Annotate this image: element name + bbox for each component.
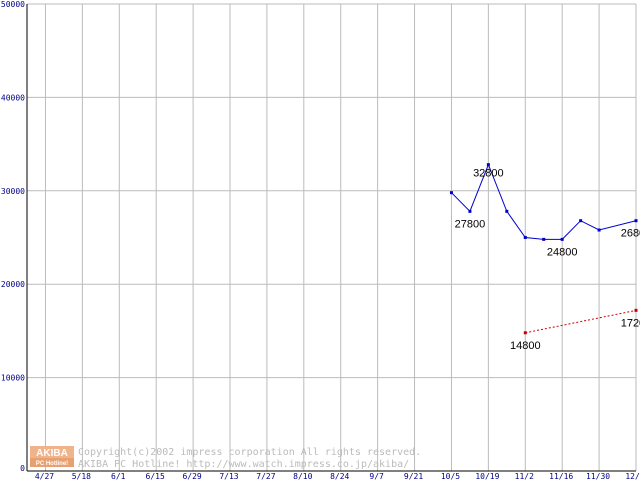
data-series: [449, 163, 638, 335]
x-tick-label: 11/16: [549, 472, 573, 480]
x-tick-label: 6/29: [182, 472, 201, 480]
site-url-text: AKIBA PC Hotline! http://www.watch.impre…: [78, 459, 409, 470]
data-label: 24800: [547, 246, 578, 258]
data-point: [597, 228, 601, 232]
data-point: [634, 219, 638, 223]
y-tick-label: 50000: [1, 0, 25, 9]
data-label: 14800: [510, 340, 541, 352]
data-point: [523, 331, 527, 335]
logo-sub-text: PC Hotline!: [36, 461, 68, 467]
data-label: 17200: [621, 317, 640, 329]
data-point: [449, 191, 453, 195]
x-tick-label: 12/7: [625, 472, 640, 480]
x-tick-label: 8/10: [293, 472, 312, 480]
series-line: [525, 309, 637, 334]
x-tick-label: 7/13: [219, 472, 238, 480]
x-tick-label: 5/18: [72, 472, 91, 480]
x-tick-label: 11/30: [586, 472, 610, 480]
x-tick-label: 9/7: [369, 472, 384, 480]
data-point: [505, 209, 509, 213]
x-tick-label: 6/15: [146, 472, 165, 480]
x-tick-label: 4/27: [35, 472, 54, 480]
data-label: 27800: [455, 218, 486, 230]
x-tick-label: 10/5: [441, 472, 460, 480]
data-labels: 27800 32800 24800 26800 14800 17200: [455, 168, 640, 352]
x-tick-labels: 4/27 5/18 6/1 6/15 6/29 7/13 7/27 8/10 8/24 9/7 9/…: [35, 472, 640, 480]
series-line: [451, 163, 637, 240]
y-tick-labels: 0 10000 20000 30000 40000 50000: [1, 0, 25, 473]
x-tick-label: 7/27: [256, 472, 275, 480]
data-point: [560, 237, 564, 241]
data-point: [634, 308, 638, 312]
data-label: 26800: [621, 228, 640, 240]
logo-main-text: AKIBA: [36, 448, 68, 459]
y-tick-label: 40000: [1, 93, 25, 102]
y-tick-label: 0: [20, 464, 25, 473]
watermark: AKIBA PC Hotline! Copyright(c)2002 impre…: [30, 446, 421, 470]
grid-lines: [27, 3, 637, 471]
data-label: 32800: [473, 168, 504, 180]
x-tick-label: 8/24: [330, 472, 349, 480]
data-point: [579, 219, 583, 223]
logo-box: [30, 446, 74, 458]
logo-box-lower: [30, 458, 74, 467]
data-point: [486, 163, 490, 167]
data-point: [523, 236, 527, 239]
x-tick-label: 11/2: [515, 472, 534, 480]
y-tick-label: 10000: [1, 374, 25, 383]
data-point: [542, 237, 546, 241]
x-tick-label: 6/1: [111, 472, 126, 480]
y-tick-label: 30000: [1, 187, 25, 196]
axes: [26, 4, 636, 472]
x-tick-label: 9/21: [404, 472, 423, 480]
x-tick-label: 10/19: [475, 472, 499, 480]
y-tick-label: 20000: [1, 280, 25, 289]
copyright-text: Copyright(c)2002 impress corporation All…: [78, 447, 421, 458]
data-point: [468, 209, 472, 213]
